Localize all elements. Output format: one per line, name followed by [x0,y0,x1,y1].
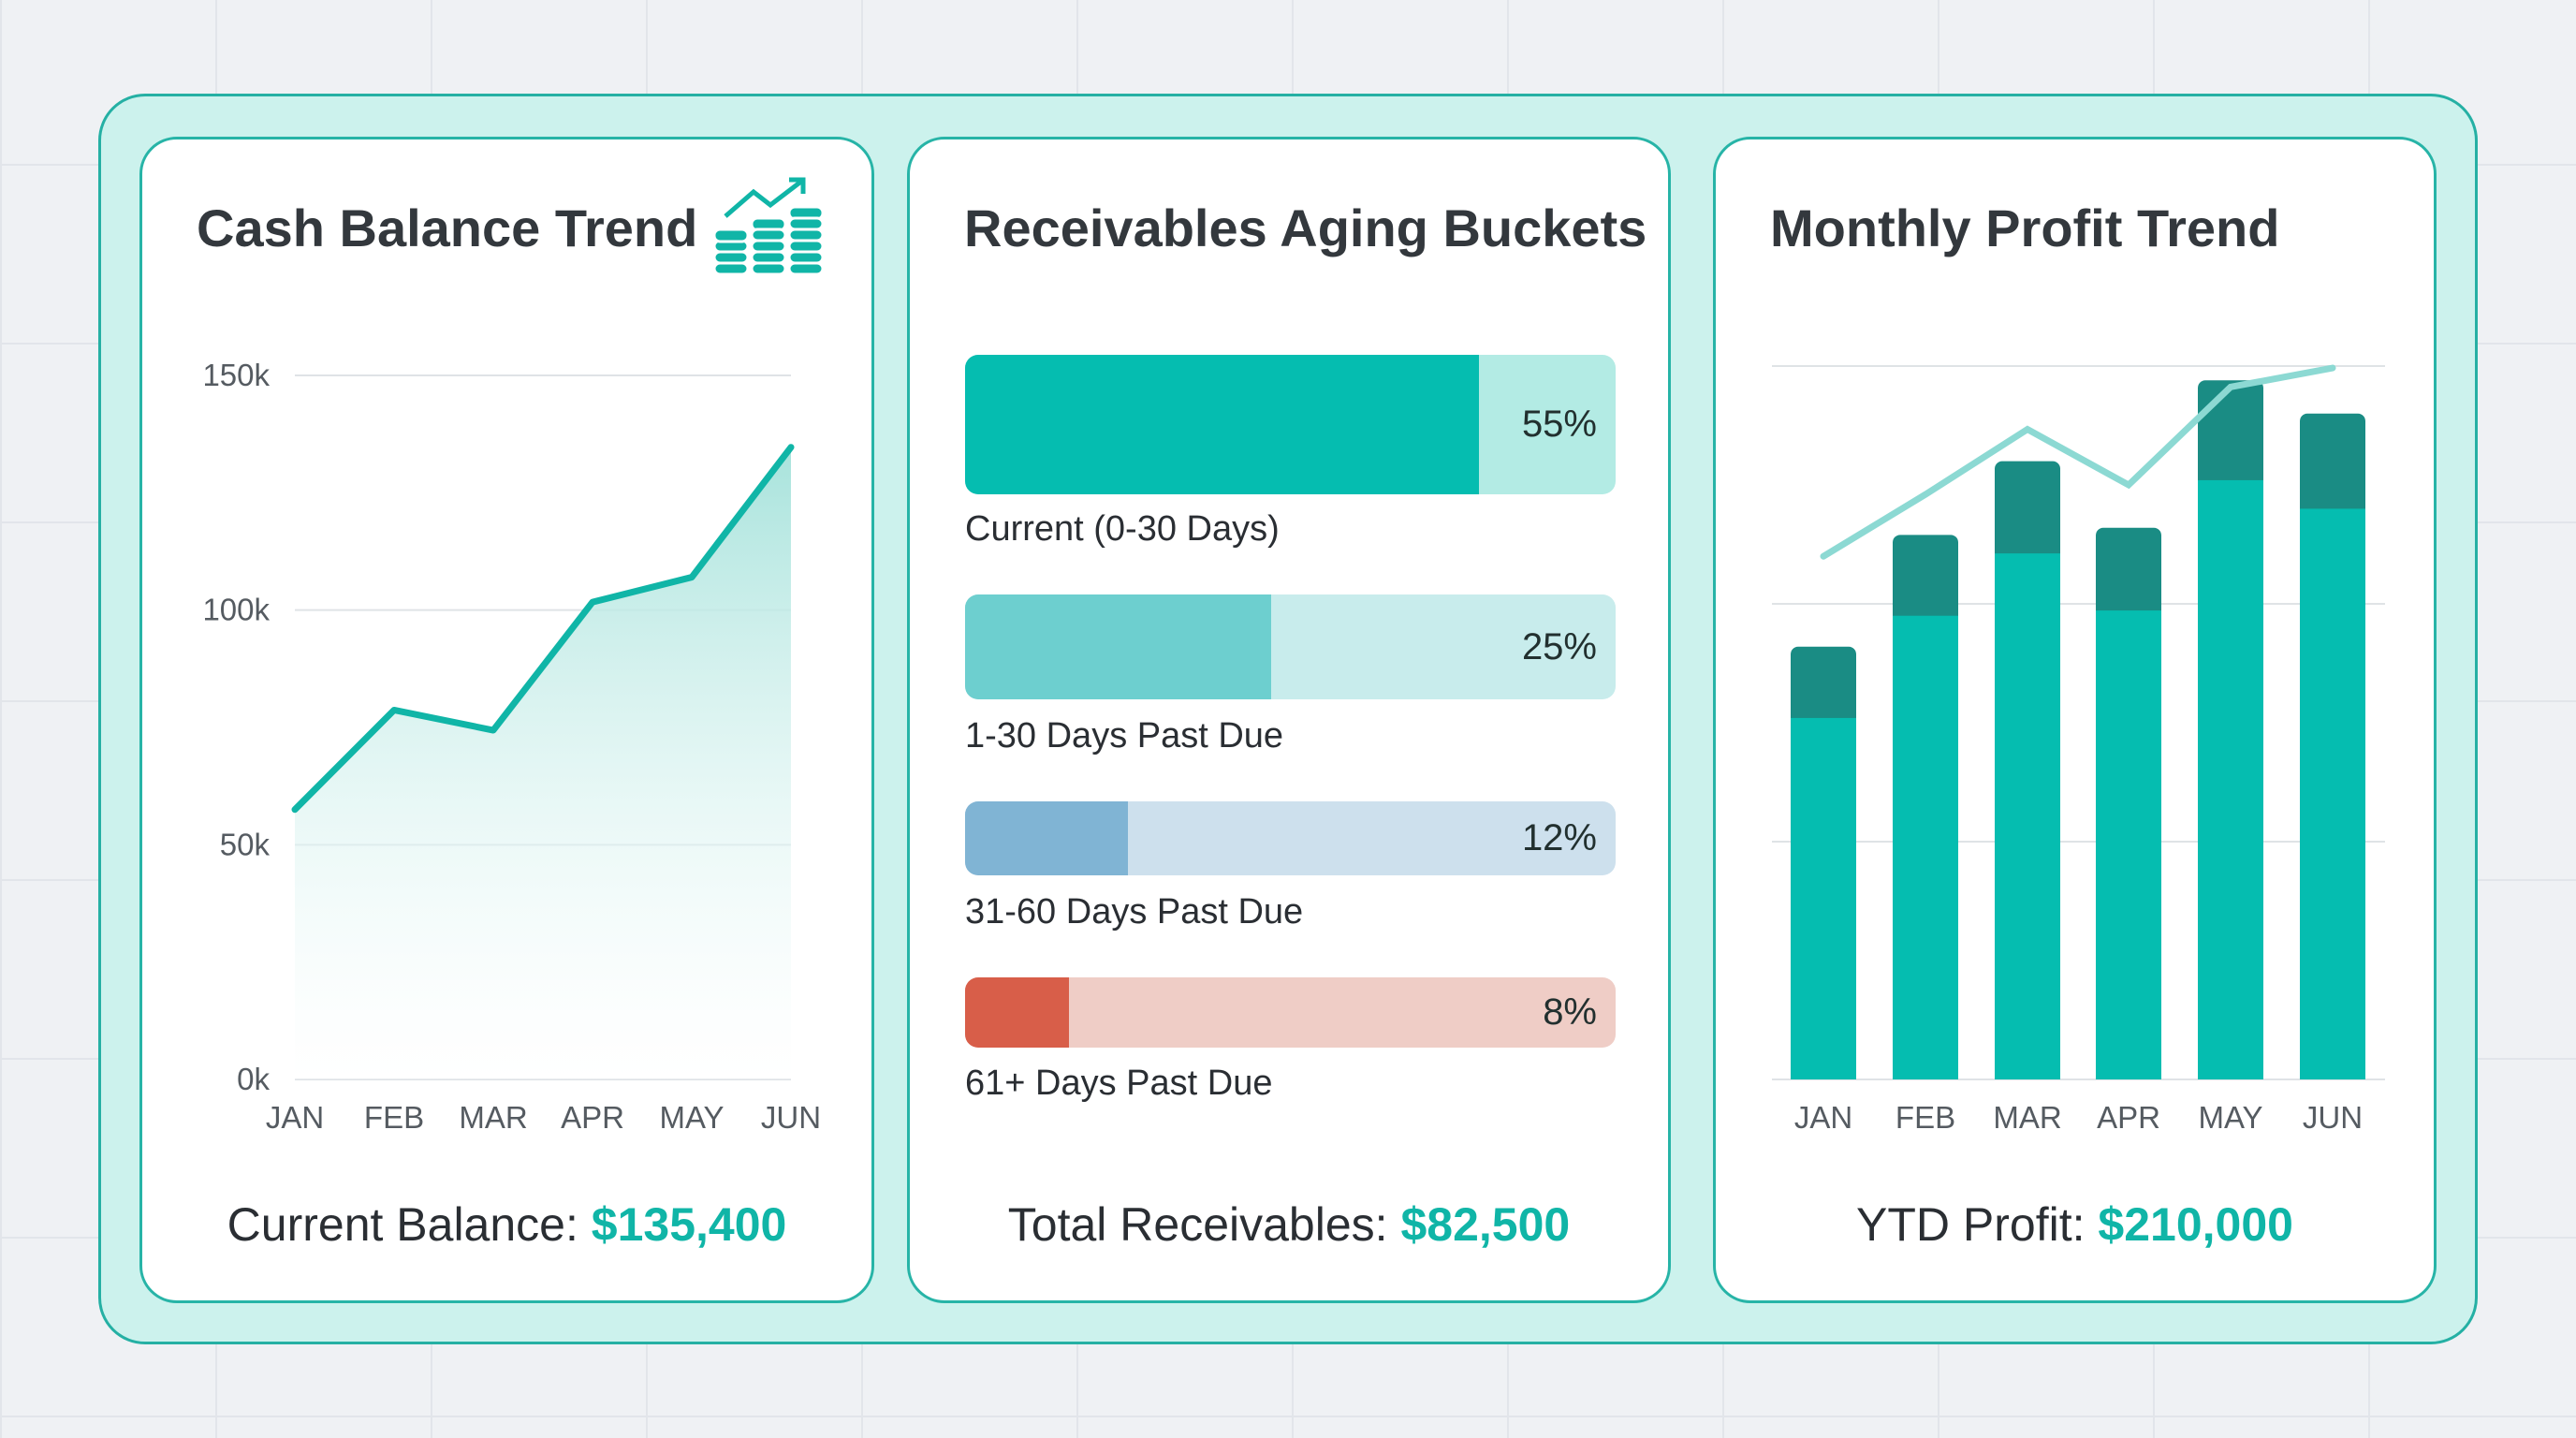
y-tick-label: 0k [237,1062,270,1096]
bar-segment-base [1893,615,1958,1079]
bar-segment-base [2198,479,2263,1079]
y-tick-label: 50k [220,827,271,861]
x-tick-label: JUN [2303,1100,2363,1135]
current-balance-summary: Current Balance: $135,400 [142,1197,871,1252]
bar-segment-base [2300,508,2365,1079]
card-title: Receivables Aging Buckets [964,198,1647,257]
bar-segment-base [2096,610,2161,1079]
aging-bar-label: 61+ Days Past Due [965,1064,1273,1103]
profit-trend-line [1820,364,2336,560]
aging-bar-label: Current (0-30 Days) [965,509,1280,549]
x-tick-label: JUN [761,1100,821,1135]
x-tick-label: APR [561,1100,624,1135]
cash-balance-line [291,444,795,814]
x-tick-label: FEB [1895,1100,1955,1135]
summary-value: $135,400 [591,1198,787,1251]
bar-segment-top [2300,413,2365,517]
summary-label: YTD Profit: [1856,1198,2086,1251]
aging-bar-label: 31-60 Days Past Due [965,892,1304,932]
aging-bar-label: 1-30 Days Past Due [965,716,1284,756]
monthly-profit-card: Monthly Profit Trend JAN FEB MAR APR MAY JUN … [1713,137,2437,1303]
aging-bar-percent: 8% [1543,991,1597,1033]
summary-label: Current Balance: [227,1198,578,1251]
bar-segment-top [2198,380,2263,488]
bar-segment-top [1893,535,1958,624]
card-title: Cash Balance Trend [197,198,698,257]
bar-segment-base [1791,717,1856,1079]
total-receivables-summary: Total Receivables: $82,500 [910,1197,1668,1252]
aging-bar: 12% [965,801,1616,875]
receivables-aging-card: Receivables Aging Buckets 55% Current (0-… [907,137,1671,1303]
x-tick-label: MAY [659,1100,724,1135]
monthly-profit-chart: JAN FEB MAR APR MAY JUN [1772,364,2385,1135]
area-fill [295,447,791,1080]
x-tick-label: JAN [1794,1100,1852,1135]
coins-growth-icon [712,177,825,276]
cash-balance-chart: 0k 50k 100k 150k JAN FEB MAR APR MAY JUN [202,358,821,1135]
aging-bar-percent: 12% [1521,817,1597,858]
aging-bar-fill [965,801,1128,875]
x-tick-label: FEB [364,1100,424,1135]
aging-bar: 8% [965,977,1616,1048]
bar-segment-top [1995,461,2060,562]
x-tick-label: JAN [266,1100,324,1135]
summary-label: Total Receivables: [1007,1198,1388,1251]
summary-value: $210,000 [2098,1198,2293,1251]
bar-segment-top [2096,527,2161,619]
aging-bar: 55% [965,355,1616,494]
aging-bar-percent: 25% [1521,625,1597,668]
aging-bar-fill [965,977,1070,1048]
y-tick-label: 150k [202,358,270,392]
card-title: Monthly Profit Trend [1770,198,2280,257]
y-tick-label: 100k [202,593,270,627]
aging-bar-percent: 55% [1521,404,1597,445]
ytd-profit-summary: YTD Profit: $210,000 [1716,1197,2434,1252]
x-tick-label: MAY [2198,1100,2262,1135]
summary-value: $82,500 [1400,1198,1571,1251]
x-tick-label: APR [2097,1100,2160,1135]
bar-segment-base [1995,553,2060,1079]
x-tick-label: MAR [1993,1100,2061,1135]
aging-bar: 25% [965,594,1616,699]
aging-bar-fill [965,355,1480,494]
aging-bar-fill [965,594,1271,699]
x-tick-label: MAR [459,1100,527,1135]
cash-balance-card: Cash Balance Trend 0k 50k 100k 150k JAN FEB MA… [139,137,874,1303]
bar-segment-top [1791,646,1856,726]
